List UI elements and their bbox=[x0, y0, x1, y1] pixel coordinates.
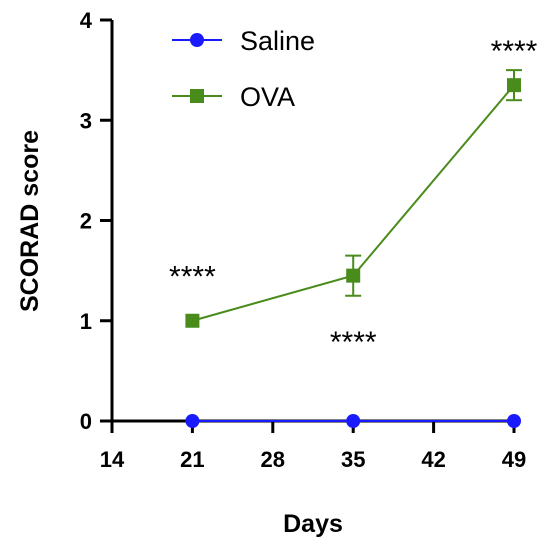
data-point bbox=[185, 313, 200, 328]
legend: Saline OVA bbox=[172, 26, 315, 112]
legend-label: Saline bbox=[240, 26, 315, 56]
significance-annotation: **** bbox=[169, 261, 216, 294]
axes: 0 1 2 3 4 14 21 28 35 42 49 bbox=[80, 8, 526, 472]
data-point bbox=[507, 78, 521, 93]
series-ova bbox=[185, 69, 522, 328]
x-tick-label: 21 bbox=[180, 447, 204, 472]
legend-item-saline: Saline bbox=[172, 26, 315, 56]
legend-marker bbox=[190, 33, 204, 47]
significance-annotation: **** bbox=[491, 35, 538, 68]
data-point bbox=[346, 268, 361, 283]
significance-annotation: **** bbox=[330, 326, 377, 359]
y-tick-label: 0 bbox=[80, 409, 92, 434]
x-tick-label: 49 bbox=[502, 447, 526, 472]
y-tick-label: 3 bbox=[80, 108, 92, 133]
x-tick-label: 28 bbox=[261, 447, 285, 472]
data-point bbox=[507, 414, 521, 428]
annotations-layer: **** **** **** bbox=[169, 35, 538, 359]
series-layer bbox=[185, 69, 522, 428]
y-tick-label: 1 bbox=[80, 309, 92, 334]
y-tick-label: 2 bbox=[80, 209, 92, 234]
x-tick-label: 35 bbox=[341, 447, 365, 472]
legend-marker bbox=[190, 89, 204, 103]
legend-label: OVA bbox=[240, 82, 295, 112]
legend-item-ova: OVA bbox=[172, 82, 295, 112]
y-tick-label: 4 bbox=[80, 8, 93, 33]
x-tick-label: 42 bbox=[421, 447, 445, 472]
series-saline bbox=[185, 414, 521, 428]
data-point bbox=[346, 414, 361, 428]
x-tick-label: 14 bbox=[100, 447, 125, 472]
x-axis-title: Days bbox=[283, 510, 343, 538]
y-axis-title: SCORAD score bbox=[16, 130, 44, 312]
data-point bbox=[185, 414, 200, 428]
